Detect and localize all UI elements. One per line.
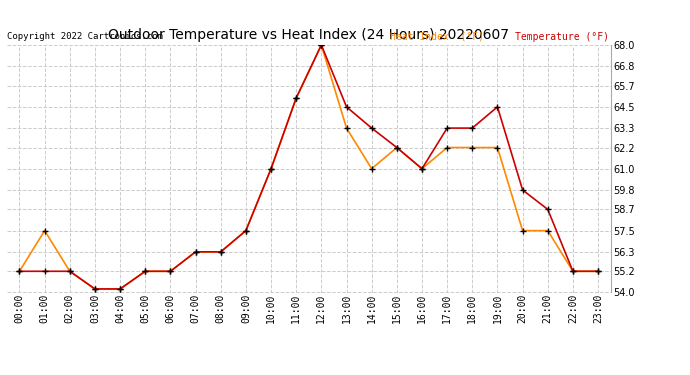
Text: Temperature (°F): Temperature (°F): [515, 32, 609, 42]
Text: Heat Index  (°F): Heat Index (°F): [390, 32, 484, 42]
Title: Outdoor Temperature vs Heat Index (24 Hours) 20220607: Outdoor Temperature vs Heat Index (24 Ho…: [108, 28, 509, 42]
Text: Copyright 2022 Cartronics.com: Copyright 2022 Cartronics.com: [7, 32, 163, 41]
